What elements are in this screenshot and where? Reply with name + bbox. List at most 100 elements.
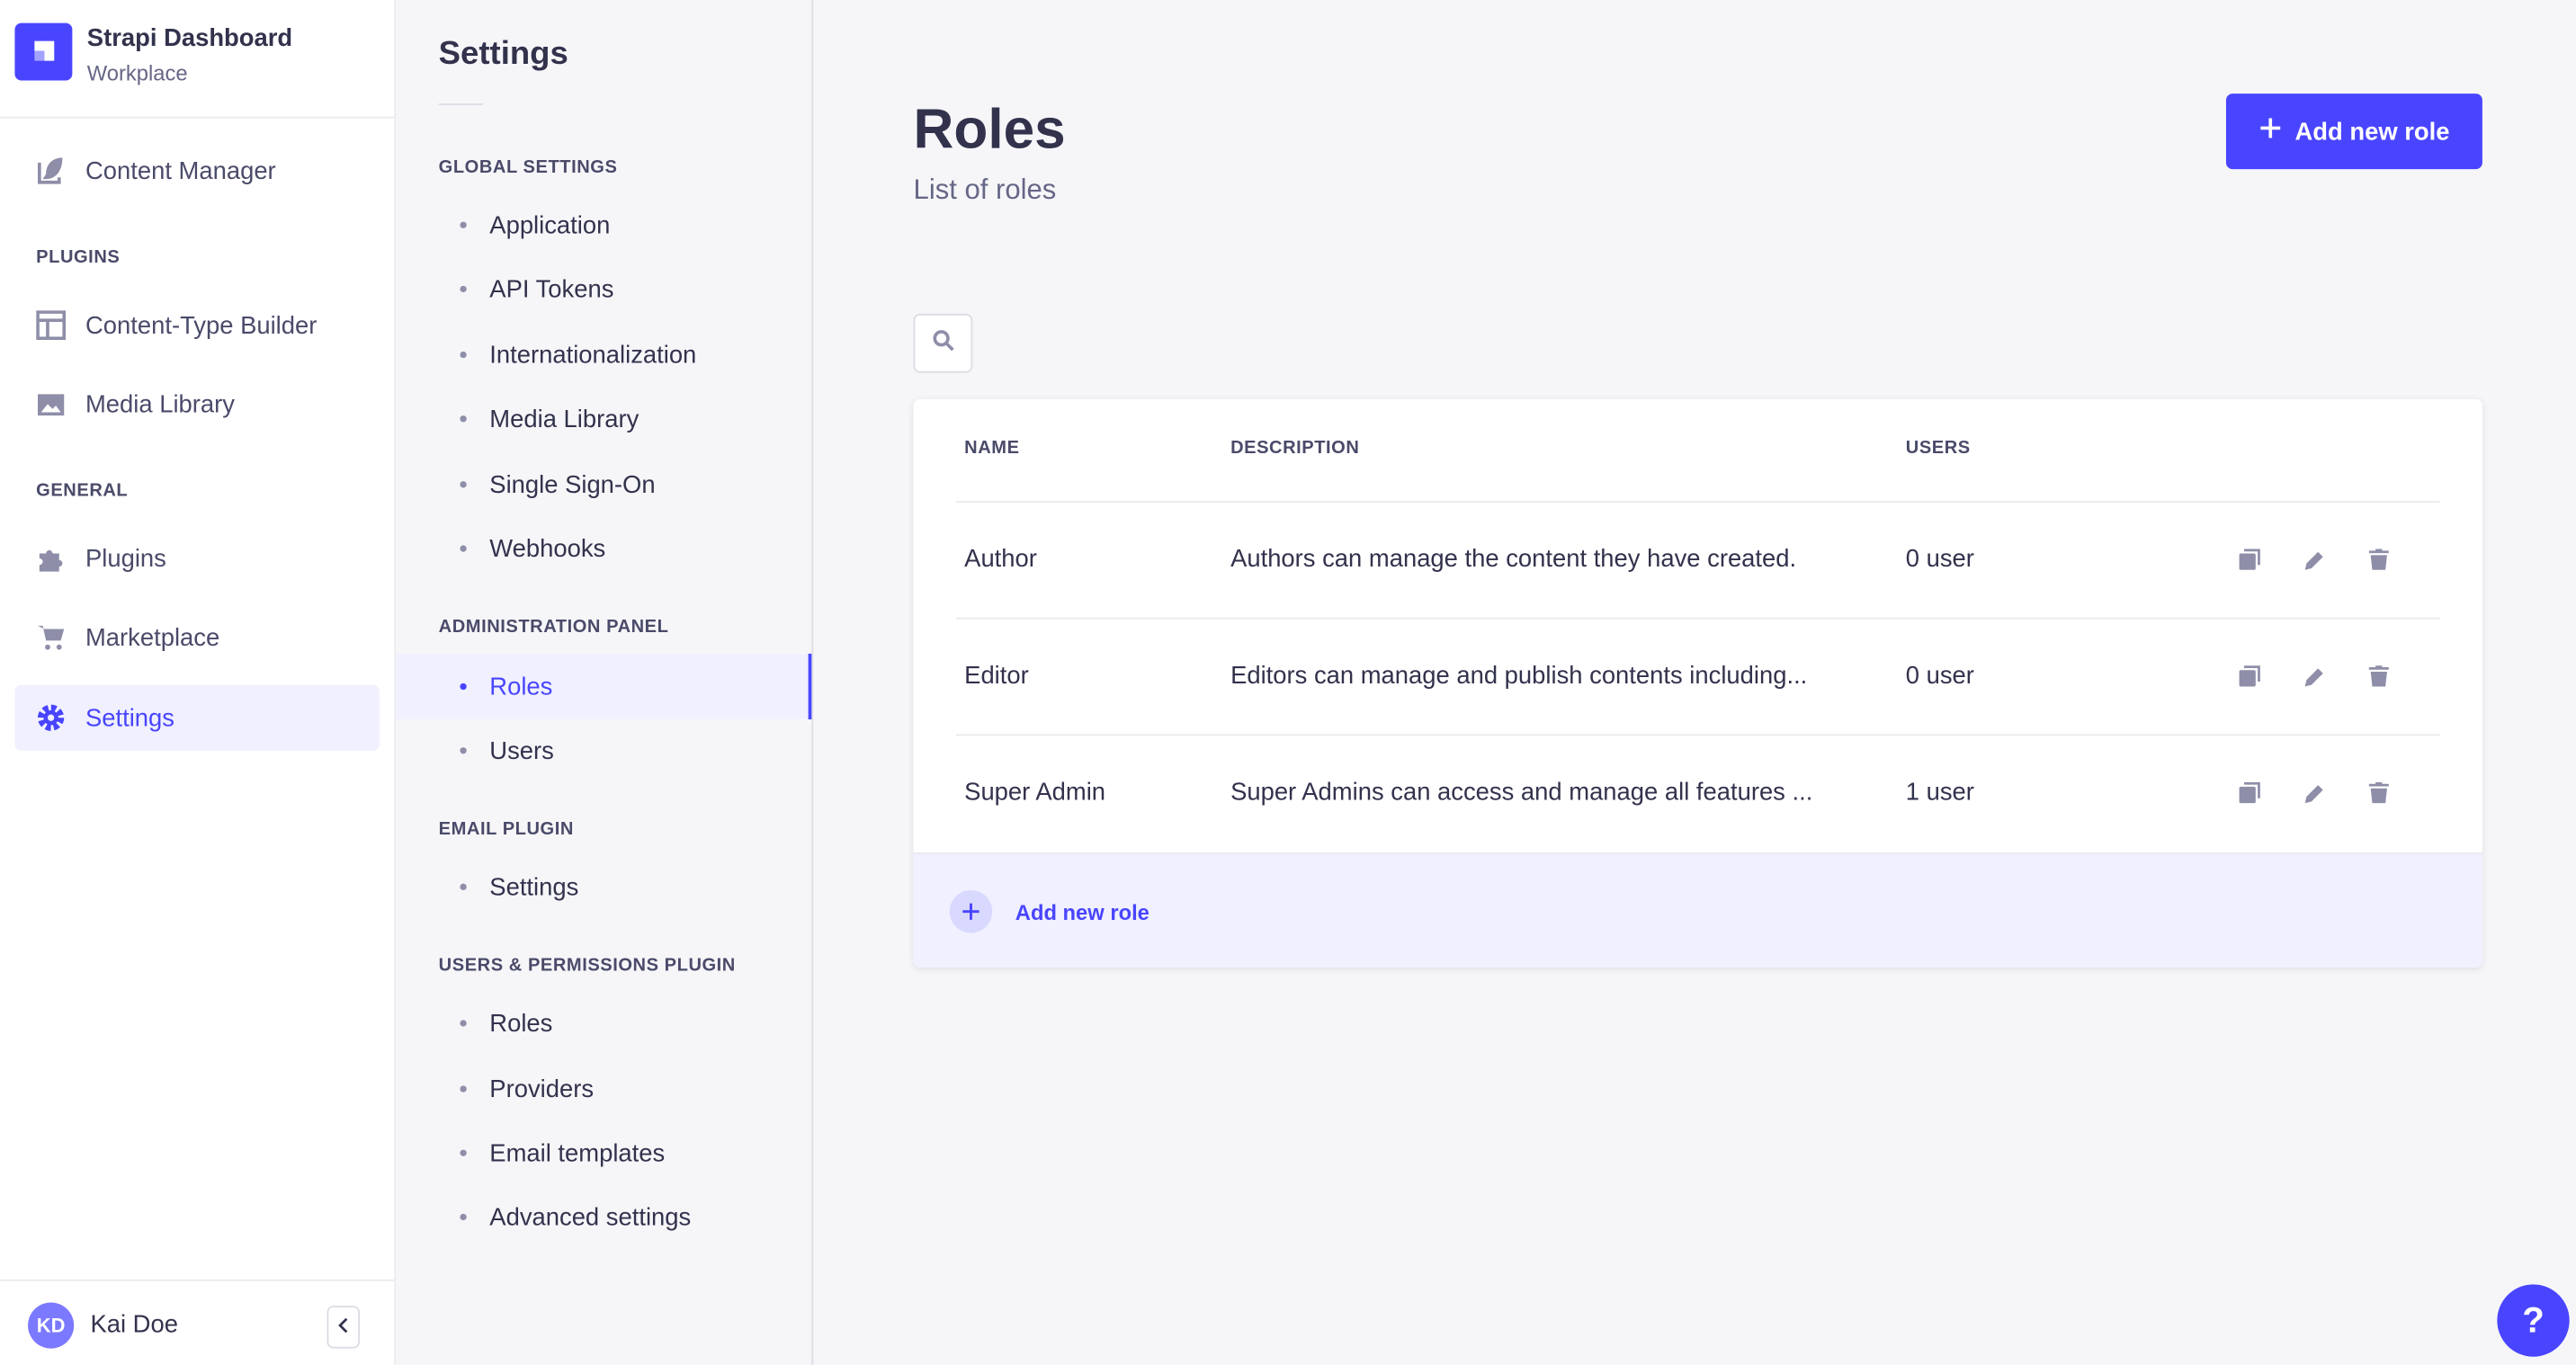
subnav-up-roles[interactable]: Roles: [396, 990, 811, 1056]
subnav-email-settings[interactable]: Settings: [396, 854, 811, 920]
item-label: Single Sign-On: [489, 470, 656, 499]
roles-table: NAME DESCRIPTION USERS Author Authors ca…: [913, 398, 2482, 968]
subnav-title: Settings: [438, 36, 568, 73]
bullet: [460, 883, 467, 890]
subnav-media-library[interactable]: Media Library: [396, 386, 811, 451]
role-description: Super Admins can access and manage all f…: [1230, 778, 1813, 807]
subnav-single-sign-on[interactable]: Single Sign-On: [396, 451, 811, 517]
bullet: [460, 481, 467, 488]
nav-label: Plugins: [85, 544, 166, 573]
subnav-application[interactable]: Application: [396, 192, 811, 258]
nav-label: Marketplace: [85, 623, 220, 652]
subnav-providers[interactable]: Providers: [396, 1056, 811, 1121]
layout-icon: [36, 310, 67, 341]
subnav-webhooks[interactable]: Webhooks: [396, 516, 811, 582]
main-nav: Strapi Dashboard Workplace Content Manag…: [0, 0, 397, 1365]
item-label: Application: [489, 210, 611, 239]
add-new-role-row[interactable]: Add new role: [913, 852, 2482, 968]
section-users-permissions: USERS & PERMISSIONS PLUGIN: [438, 956, 736, 976]
subnav-api-tokens[interactable]: API Tokens: [396, 256, 811, 322]
table-row[interactable]: Super Admin Super Admins can access and …: [956, 734, 2440, 852]
bullet: [460, 1020, 467, 1027]
chevron-left-icon: [336, 1312, 350, 1342]
section-email-plugin: EMAIL PLUGIN: [438, 819, 574, 840]
nav-marketplace[interactable]: Marketplace: [14, 604, 379, 670]
role-users: 0 user: [1905, 662, 1974, 691]
pencil-icon[interactable]: [2298, 777, 2331, 810]
table-row[interactable]: Author Authors can manage the content th…: [956, 501, 2440, 620]
role-users: 1 user: [1905, 778, 1974, 807]
item-label: Providers: [489, 1075, 595, 1103]
nav-settings[interactable]: Settings: [14, 684, 380, 751]
role-description: Editors can manage and publish contents …: [1230, 662, 1808, 691]
item-label: Email templates: [489, 1138, 666, 1167]
plus-circle-icon: [949, 889, 993, 933]
bullet: [460, 415, 467, 423]
page-subtitle: List of roles: [913, 174, 1057, 206]
nav-label: Media Library: [85, 389, 235, 418]
puzzle-icon: [36, 544, 66, 574]
item-label: Webhooks: [489, 534, 606, 563]
collapse-nav-button[interactable]: [326, 1306, 361, 1349]
nav-label: Content-Type Builder: [85, 311, 318, 340]
item-label: Internationalization: [489, 341, 697, 370]
avatar[interactable]: KD: [28, 1302, 75, 1349]
search-button[interactable]: [913, 313, 973, 373]
nav-label: Settings: [85, 703, 174, 732]
subnav-admin-roles[interactable]: Roles: [396, 653, 812, 720]
item-label: Media Library: [489, 405, 640, 433]
bullet: [460, 351, 467, 359]
nav-plugins[interactable]: Plugins: [14, 525, 379, 591]
trash-icon[interactable]: [2363, 777, 2396, 810]
section-plugins: PLUGINS: [36, 247, 121, 268]
header-users: USERS: [1905, 438, 1971, 459]
page-title: Roles: [913, 98, 1066, 161]
duplicate-icon[interactable]: [2234, 544, 2267, 577]
bullet: [460, 545, 467, 552]
nav-media-library[interactable]: Media Library: [14, 371, 379, 437]
duplicate-icon[interactable]: [2234, 660, 2267, 693]
role-users: 0 user: [1905, 545, 1974, 574]
role-name: Editor: [964, 662, 1029, 691]
trash-icon[interactable]: [2363, 544, 2396, 577]
section-global-settings: GLOBAL SETTINGS: [438, 157, 618, 178]
subnav-internationalization[interactable]: Internationalization: [396, 322, 811, 388]
duplicate-icon[interactable]: [2234, 777, 2267, 810]
subnav-admin-users[interactable]: Users: [396, 718, 811, 783]
feather-icon: [36, 156, 66, 186]
item-label: Settings: [489, 872, 579, 901]
subnav-email-templates[interactable]: Email templates: [396, 1120, 811, 1186]
nav-content-type-builder[interactable]: Content-Type Builder: [14, 292, 379, 358]
nav-label: Content Manager: [85, 156, 276, 185]
table-row[interactable]: Editor Editors can manage and publish co…: [956, 617, 2440, 736]
user-name[interactable]: Kai Doe: [90, 1310, 178, 1339]
brand-subtitle: Workplace: [86, 60, 188, 85]
header-name: NAME: [964, 438, 1020, 459]
nav-content-manager[interactable]: Content Manager: [14, 138, 379, 203]
role-name: Author: [964, 545, 1037, 574]
gear-icon: [36, 703, 66, 733]
subnav-advanced-settings[interactable]: Advanced settings: [396, 1184, 811, 1250]
item-label: API Tokens: [489, 274, 614, 303]
plus-icon: [2258, 117, 2282, 147]
divider: [438, 103, 483, 105]
item-label: Roles: [489, 672, 553, 701]
role-name: Super Admin: [964, 778, 1106, 807]
image-icon: [36, 389, 66, 419]
pencil-icon[interactable]: [2298, 544, 2331, 577]
trash-icon[interactable]: [2363, 660, 2396, 693]
help-button[interactable]: ?: [2497, 1284, 2570, 1357]
bullet: [460, 1085, 467, 1093]
section-general: GENERAL: [36, 481, 129, 502]
button-label: Add new role: [2294, 117, 2450, 146]
divider: [0, 1279, 395, 1281]
role-description: Authors can manage the content they have…: [1230, 545, 1797, 574]
settings-subnav: Settings GLOBAL SETTINGS Application API…: [396, 0, 814, 1365]
item-label: Users: [489, 736, 554, 765]
pencil-icon[interactable]: [2298, 660, 2331, 693]
bullet: [460, 285, 467, 293]
bullet: [460, 221, 467, 228]
divider: [0, 116, 395, 119]
header-description: DESCRIPTION: [1230, 438, 1360, 459]
add-new-role-button[interactable]: Add new role: [2225, 94, 2482, 170]
